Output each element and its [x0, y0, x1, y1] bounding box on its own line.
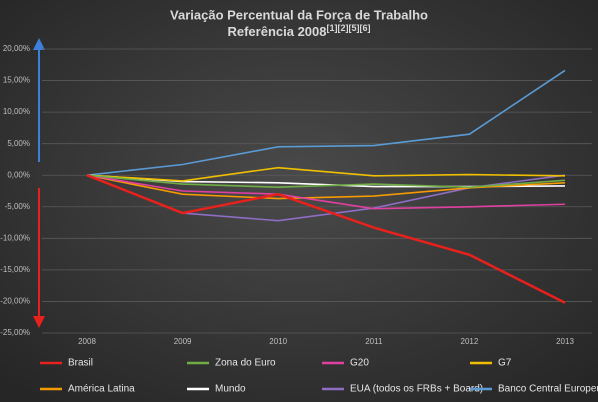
legend-label: G20: [350, 358, 369, 369]
y-tick-label: 5,00%: [7, 139, 30, 148]
series-line: [86, 69, 566, 177]
series-line: [86, 174, 566, 304]
y-tick-label: -10,00%: [0, 233, 30, 242]
chart-subtitle: Referência 2008[1][2][5][6]: [227, 23, 370, 39]
plot: -25,00% -20,00% -15,00% -10,00% -5,00% 0,00% 5…: [0, 44, 598, 395]
y-tick-label: -20,00%: [0, 297, 30, 306]
series-line: [86, 174, 566, 210]
y-tick-label: -25,00%: [0, 328, 30, 337]
legend-label: América Latina: [68, 384, 135, 395]
legend-label: G7: [498, 358, 512, 369]
y-tick-label: -5,00%: [5, 202, 30, 211]
legend-label: Brasil: [68, 358, 93, 369]
y-tick-label: -15,00%: [0, 265, 30, 274]
subtitle-text: Referência 2008: [227, 24, 326, 39]
y-tick-label: 20,00%: [3, 44, 30, 53]
y-tick-label: 10,00%: [3, 107, 30, 116]
x-tick-label: 2009: [174, 337, 192, 346]
legend-label: Banco Central Europeu: [498, 384, 598, 395]
x-tick-label: 2008: [78, 337, 96, 346]
subtitle-refs: [1][2][5][6]: [327, 23, 371, 33]
legend-label: Mundo: [215, 384, 246, 395]
x-tick-label: 2010: [269, 337, 287, 346]
chart-title: Variação Percentual da Força de Trabalho: [170, 7, 428, 22]
series-line: [86, 174, 566, 200]
x-tick-label: 2012: [461, 337, 479, 346]
series-line: [86, 166, 566, 182]
y-tick-label: 15,00%: [3, 76, 30, 85]
x-tick-label: 2013: [556, 337, 574, 346]
legend-label: EUA (todos os FRBs + Board): [350, 384, 483, 395]
legend-label: Zona do Euro: [215, 358, 276, 369]
series-line: [86, 174, 566, 189]
y-tick-label: 0,00%: [7, 170, 30, 179]
x-tick-label: 2011: [365, 337, 383, 346]
